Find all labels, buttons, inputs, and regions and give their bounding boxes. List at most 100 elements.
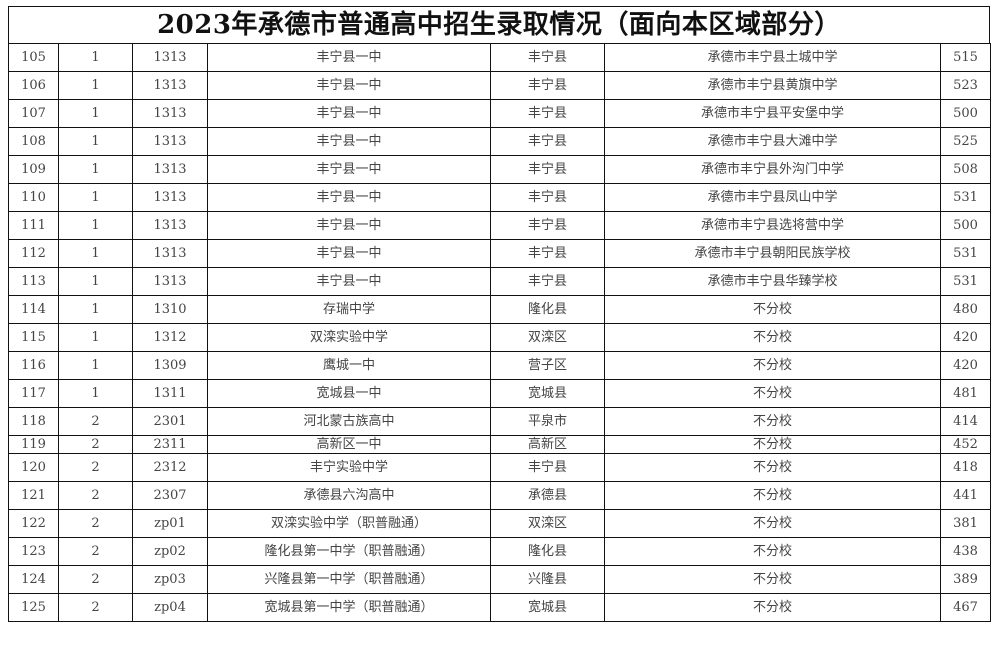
district-cell: 营子区 [490, 351, 605, 380]
school-name-cell: 丰宁县一中 [207, 183, 491, 212]
school-code-cell: 1313 [132, 71, 208, 100]
district-cell: 双滦区 [490, 323, 605, 352]
table-row: 110 1 1313 丰宁县一中 丰宁县 承德市丰宁县凤山中学 531 [8, 183, 991, 212]
branch-school-cell: 承德市丰宁县朝阳民族学校 [604, 239, 941, 268]
district-cell: 丰宁县 [490, 127, 605, 156]
branch-school-cell: 承德市丰宁县黄旗中学 [604, 71, 941, 100]
score-cell: 500 [940, 211, 991, 240]
school-code-cell: 1313 [132, 43, 208, 72]
school-name-cell: 河北蒙古族高中 [207, 407, 491, 436]
branch-school-cell: 不分校 [604, 481, 941, 510]
row-number-cell: 124 [8, 565, 59, 594]
school-name-cell: 隆化县第一中学（职普融通） [207, 537, 491, 566]
school-name-cell: 丰宁县一中 [207, 155, 491, 184]
table-row: 119 2 2311 高新区一中 高新区 不分校 452 [8, 435, 991, 454]
row-number-cell: 106 [8, 71, 59, 100]
branch-school-cell: 承德市丰宁县凤山中学 [604, 183, 941, 212]
table-row: 122 2 zp01 双滦实验中学（职普融通） 双滦区 不分校 381 [8, 509, 991, 538]
branch-school-cell: 不分校 [604, 379, 941, 408]
score-cell: 452 [940, 435, 991, 454]
branch-school-cell: 不分校 [604, 407, 941, 436]
score-cell: 531 [940, 239, 991, 268]
batch-cell: 2 [58, 537, 133, 566]
branch-school-cell: 不分校 [604, 435, 941, 454]
district-cell: 丰宁县 [490, 43, 605, 72]
batch-cell: 1 [58, 211, 133, 240]
batch-cell: 1 [58, 155, 133, 184]
row-number-cell: 114 [8, 295, 59, 324]
batch-cell: 1 [58, 267, 133, 296]
table-row: 112 1 1313 丰宁县一中 丰宁县 承德市丰宁县朝阳民族学校 531 [8, 239, 991, 268]
school-code-cell: zp03 [132, 565, 208, 594]
branch-school-cell: 承德市丰宁县外沟门中学 [604, 155, 941, 184]
school-code-cell: 2301 [132, 407, 208, 436]
district-cell: 平泉市 [490, 407, 605, 436]
school-name-cell: 存瑞中学 [207, 295, 491, 324]
score-cell: 381 [940, 509, 991, 538]
row-number-cell: 112 [8, 239, 59, 268]
admission-sheet: 2023年承德市普通高中招生录取情况（面向本区域部分） 105 1 1313 丰宁县一… [8, 6, 991, 622]
row-number-cell: 111 [8, 211, 59, 240]
sheet-title: 2023年承德市普通高中招生录取情况（面向本区域部分） [8, 6, 990, 43]
row-number-cell: 118 [8, 407, 59, 436]
school-code-cell: 2307 [132, 481, 208, 510]
score-cell: 531 [940, 183, 991, 212]
school-name-cell: 丰宁县一中 [207, 99, 491, 128]
branch-school-cell: 不分校 [604, 565, 941, 594]
row-number-cell: 122 [8, 509, 59, 538]
row-number-cell: 115 [8, 323, 59, 352]
school-name-cell: 双滦实验中学（职普融通） [207, 509, 491, 538]
school-code-cell: 1313 [132, 127, 208, 156]
table-row: 118 2 2301 河北蒙古族高中 平泉市 不分校 414 [8, 407, 991, 436]
score-cell: 531 [940, 267, 991, 296]
row-number-cell: 105 [8, 43, 59, 72]
branch-school-cell: 不分校 [604, 453, 941, 482]
batch-cell: 2 [58, 565, 133, 594]
batch-cell: 1 [58, 323, 133, 352]
batch-cell: 2 [58, 509, 133, 538]
district-cell: 丰宁县 [490, 453, 605, 482]
row-number-cell: 123 [8, 537, 59, 566]
table-row: 117 1 1311 宽城县一中 宽城县 不分校 481 [8, 379, 991, 408]
school-name-cell: 承德县六沟高中 [207, 481, 491, 510]
row-number-cell: 125 [8, 593, 59, 622]
row-number-cell: 119 [8, 435, 59, 454]
district-cell: 宽城县 [490, 379, 605, 408]
branch-school-cell: 不分校 [604, 351, 941, 380]
batch-cell: 2 [58, 453, 133, 482]
batch-cell: 1 [58, 239, 133, 268]
school-name-cell: 双滦实验中学 [207, 323, 491, 352]
table-row: 108 1 1313 丰宁县一中 丰宁县 承德市丰宁县大滩中学 525 [8, 127, 991, 156]
row-number-cell: 108 [8, 127, 59, 156]
batch-cell: 2 [58, 407, 133, 436]
branch-school-cell: 不分校 [604, 323, 941, 352]
row-number-cell: 113 [8, 267, 59, 296]
school-name-cell: 丰宁县一中 [207, 71, 491, 100]
district-cell: 承德县 [490, 481, 605, 510]
branch-school-cell: 承德市丰宁县选将营中学 [604, 211, 941, 240]
row-number-cell: 120 [8, 453, 59, 482]
school-code-cell: 1313 [132, 239, 208, 268]
district-cell: 丰宁县 [490, 267, 605, 296]
district-cell: 丰宁县 [490, 99, 605, 128]
score-cell: 523 [940, 71, 991, 100]
batch-cell: 1 [58, 295, 133, 324]
school-code-cell: zp04 [132, 593, 208, 622]
row-number-cell: 121 [8, 481, 59, 510]
batch-cell: 2 [58, 435, 133, 454]
branch-school-cell: 不分校 [604, 593, 941, 622]
branch-school-cell: 承德市丰宁县大滩中学 [604, 127, 941, 156]
score-cell: 467 [940, 593, 991, 622]
district-cell: 宽城县 [490, 593, 605, 622]
school-name-cell: 宽城县第一中学（职普融通） [207, 593, 491, 622]
school-name-cell: 鹰城一中 [207, 351, 491, 380]
table-row: 121 2 2307 承德县六沟高中 承德县 不分校 441 [8, 481, 991, 510]
row-number-cell: 116 [8, 351, 59, 380]
table-row: 105 1 1313 丰宁县一中 丰宁县 承德市丰宁县土城中学 515 [8, 43, 991, 72]
score-cell: 418 [940, 453, 991, 482]
school-code-cell: 1313 [132, 99, 208, 128]
school-code-cell: 1309 [132, 351, 208, 380]
branch-school-cell: 承德市丰宁县土城中学 [604, 43, 941, 72]
district-cell: 丰宁县 [490, 183, 605, 212]
score-cell: 525 [940, 127, 991, 156]
